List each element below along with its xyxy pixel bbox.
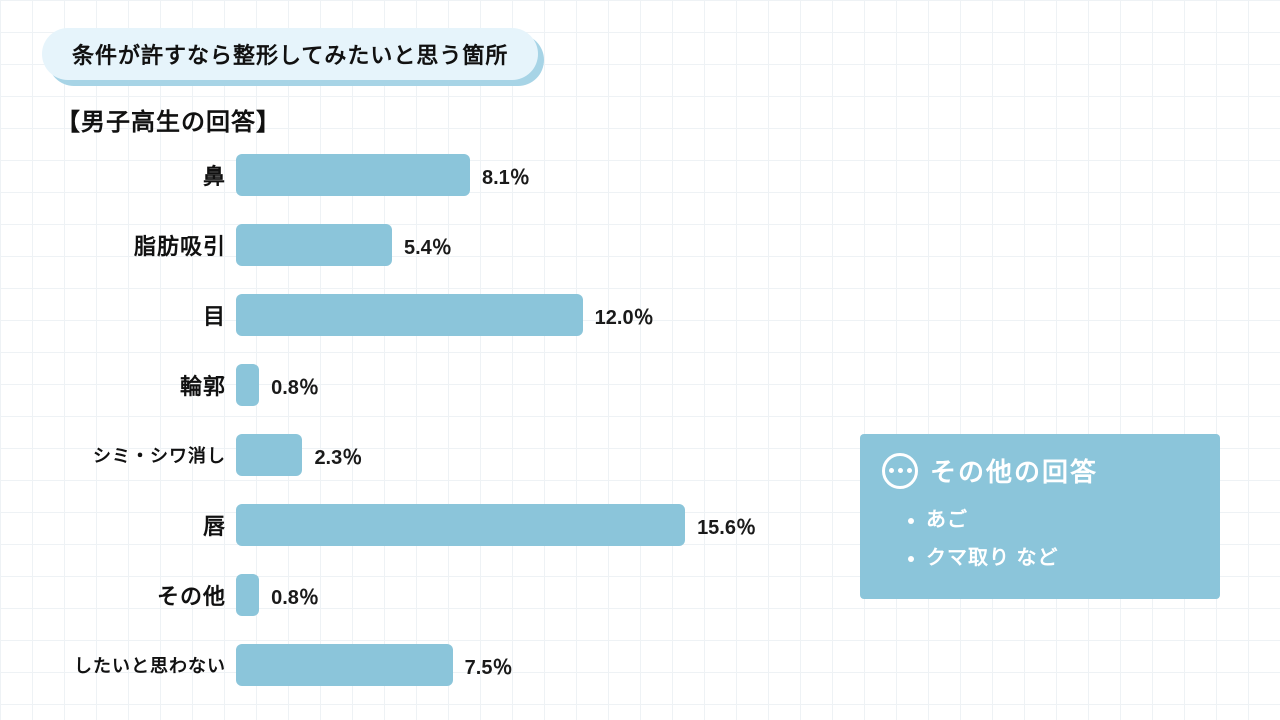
- chart-row: 鼻 8.1％: [36, 151, 1244, 199]
- bar: [236, 504, 685, 546]
- bar-track: 7.5％: [236, 644, 756, 686]
- chart-row: 輪郭 0.8％: [36, 361, 1244, 409]
- bar: [236, 154, 470, 196]
- bar-track: 0.8％: [236, 364, 756, 406]
- bar: [236, 224, 392, 266]
- bar-track: 0.8％: [236, 574, 756, 616]
- subtitle-text: 【男子高生の回答】: [56, 109, 281, 136]
- bar: [236, 364, 259, 406]
- bar-value: 2.3％: [314, 441, 362, 470]
- bar-label: 鼻: [36, 159, 236, 191]
- bar-track: 8.1％: [236, 154, 756, 196]
- chart-row: 目 12.0％: [36, 291, 1244, 339]
- bar-label: 目: [36, 299, 236, 331]
- bar: [236, 644, 453, 686]
- bar-track: 12.0％: [236, 294, 756, 336]
- bar-label: したいと思わない: [36, 652, 236, 678]
- chart-row: 唇 15.6％: [36, 501, 1244, 549]
- chart-row: シミ・シワ消し 2.3％: [36, 431, 1244, 479]
- bar-chart: 鼻 8.1％ 脂肪吸引 5.4％ 目 12.0％ 輪郭 0.8％ シミ・シワ消し 2.3％ 唇 15.…: [36, 151, 1244, 689]
- bar: [236, 574, 259, 616]
- chart-row: 脂肪吸引 5.4％: [36, 221, 1244, 269]
- chart-row: したいと思わない 7.5％: [36, 641, 1244, 689]
- bar-value: 0.8％: [271, 371, 319, 400]
- bar-value: 15.6％: [697, 511, 756, 540]
- bar-track: 2.3％: [236, 434, 756, 476]
- bar: [236, 434, 302, 476]
- bar-value: 7.5％: [465, 651, 513, 680]
- page-title-text: 条件が許すなら整形してみたいと思う箇所: [72, 43, 508, 68]
- bar-label: 輪郭: [36, 369, 236, 401]
- bar-track: 5.4％: [236, 224, 756, 266]
- bar-label: シミ・シワ消し: [36, 442, 236, 468]
- bar-label: 唇: [36, 509, 236, 541]
- content-area: 条件が許すなら整形してみたいと思う箇所 【男子高生の回答】 鼻 8.1％ 脂肪吸引 5…: [0, 0, 1280, 689]
- bar-value: 5.4％: [404, 231, 452, 260]
- subtitle: 【男子高生の回答】: [56, 102, 1244, 137]
- chart-row: その他 0.8％: [36, 571, 1244, 619]
- bar-track: 15.6％: [236, 504, 756, 546]
- bar-value: 12.0％: [595, 301, 654, 330]
- bar-label: 脂肪吸引: [36, 229, 236, 261]
- bar-value: 8.1％: [482, 161, 530, 190]
- title-container: 条件が許すなら整形してみたいと思う箇所: [42, 28, 538, 80]
- page-title: 条件が許すなら整形してみたいと思う箇所: [42, 28, 538, 80]
- bar-value: 0.8％: [271, 581, 319, 610]
- bar-label: その他: [36, 579, 236, 611]
- bar: [236, 294, 583, 336]
